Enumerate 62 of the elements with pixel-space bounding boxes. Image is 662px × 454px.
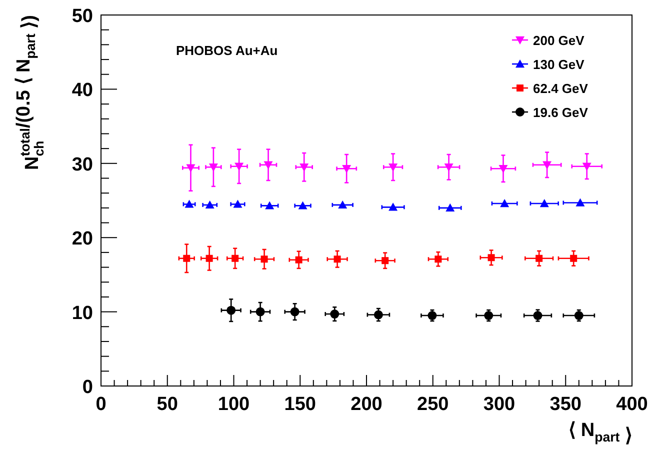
point: [265, 201, 274, 210]
legend-label: 19.6 GeV: [533, 105, 588, 120]
x-tick-label: 350: [550, 394, 582, 415]
x-axis-title: ⟨ N$_{part}$ ⟩: [568, 420, 632, 447]
point: [206, 254, 213, 262]
x-tick-label: 100: [218, 394, 250, 415]
legend-label: 200 GeV: [533, 33, 585, 48]
point: [264, 161, 273, 170]
point: [540, 198, 549, 208]
point: [574, 311, 584, 320]
x-tick-label: 400: [616, 394, 648, 415]
point: [330, 310, 340, 319]
point: [256, 307, 265, 316]
x-tick-label: 0: [96, 394, 106, 415]
y-tick-label: 20: [72, 228, 93, 250]
point: [208, 164, 218, 172]
point: [374, 310, 383, 320]
legend-label: 62.4 GeV: [533, 81, 588, 96]
point: [498, 164, 508, 174]
point: [388, 164, 398, 172]
point: [338, 200, 348, 209]
y-tick-label: 30: [72, 154, 93, 176]
x-tick-label: 250: [417, 394, 449, 415]
x-tick-label: 200: [350, 394, 382, 415]
point: [576, 198, 585, 206]
point: [233, 200, 242, 208]
point: [500, 198, 510, 208]
x-tick-label: 300: [483, 394, 516, 415]
point: [234, 162, 244, 171]
point: [484, 311, 494, 320]
point: [186, 164, 196, 172]
legend-label: 130 GeV: [533, 57, 585, 72]
x-tick-label: 150: [284, 394, 316, 415]
point: [446, 203, 455, 212]
point: [342, 164, 352, 174]
point: [232, 254, 239, 262]
point: [290, 307, 300, 316]
point: [295, 256, 302, 264]
point: [582, 162, 592, 171]
point: [226, 306, 236, 315]
x-tick-label: 50: [156, 394, 178, 415]
point: [205, 200, 214, 209]
y-tick-label: 40: [72, 80, 93, 102]
point: [300, 164, 309, 172]
point: [533, 311, 542, 320]
point: [542, 161, 552, 170]
y-tick-label: 10: [72, 302, 93, 324]
point: [334, 256, 341, 263]
point: [183, 254, 190, 262]
point: [434, 256, 442, 263]
point: [488, 254, 495, 262]
point: [184, 200, 194, 208]
point: [428, 311, 437, 320]
y-tick-label: 0: [82, 377, 93, 398]
point: [382, 257, 389, 264]
annotation: PHOBOS Au+Au: [176, 43, 278, 58]
point: [444, 164, 454, 172]
point: [298, 201, 308, 210]
point: [570, 254, 578, 262]
point: [388, 202, 398, 211]
y-tick-label: 50: [72, 6, 93, 27]
point: [536, 254, 543, 262]
